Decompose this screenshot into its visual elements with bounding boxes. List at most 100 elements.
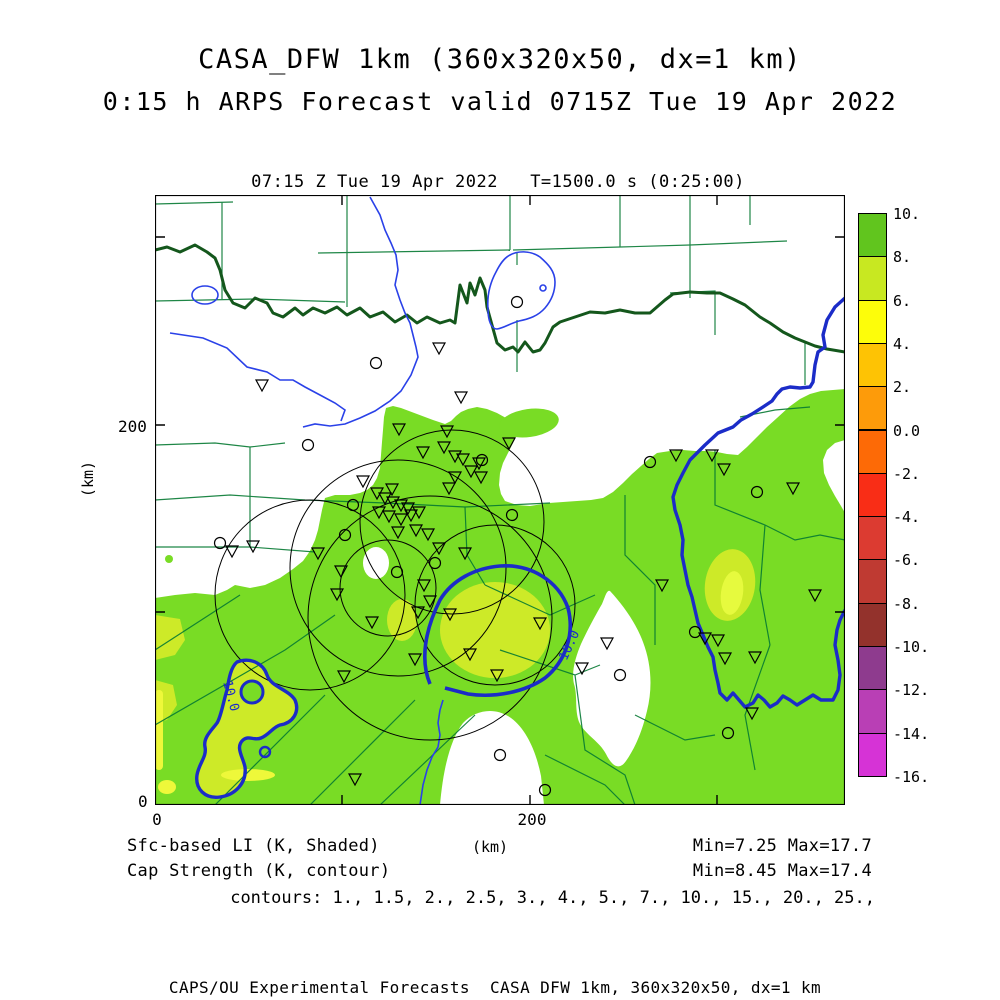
colorbar-band [858,213,887,258]
colorbar-band [858,386,887,431]
y-axis-tick-200: 200 [118,417,147,436]
station-triangle-marker [447,471,463,485]
station-triangle-marker [501,437,517,451]
page-title: CASA_DFW 1km (360x320x50, dx=1 km) [198,44,802,75]
contour-levels-list: contours: 1., 1.5, 2., 2.5, 3., 4., 5., … [230,888,875,908]
shaded-minmax: Min=7.25 Max=17.7 [692,836,872,856]
station-triangle-marker [442,608,458,622]
page-subtitle: 0:15 h ARPS Forecast valid 0715Z Tue 19 … [102,87,898,116]
colorbar-tick-label: -8. [893,594,921,613]
colorbar-band [858,646,887,691]
station-triangle-marker [333,565,349,579]
station-triangle-marker [463,465,479,479]
trinity-river [671,296,845,709]
colorbar-tick-label: -14. [893,724,930,743]
station-triangle-marker [716,463,732,477]
radar-range-rings [214,429,576,741]
y-axis-tick-0: 0 [138,792,148,811]
site-circle-marker [390,565,404,579]
county-boundaries [155,195,845,805]
station-triangle-marker [415,446,431,460]
site-circle-marker [643,455,657,469]
rivers [169,196,556,805]
site-circle-marker [213,536,227,550]
station-triangle-marker [411,506,427,520]
station-triangle-marker [371,506,387,520]
site-circle-marker [338,528,352,542]
station-triangle-marker [807,589,823,603]
station-triangle-marker [410,606,426,620]
li-shading [155,389,845,805]
site-circle-marker [688,625,702,639]
station-triangle-marker [347,773,363,787]
colorbar-tick-label: -10. [893,638,930,656]
station-triangle-marker [364,616,380,630]
state-boundary-red-river [155,243,845,354]
colorbar-tick-label: -4. [893,508,921,527]
station-triangle-marker [462,648,478,662]
station-triangle-marker [704,449,720,463]
station-triangle-marker [697,632,713,646]
station-triangle-marker [391,423,407,437]
colorbar-tick-label: -6. [893,551,921,570]
station-triangle-marker [390,526,406,540]
site-circle-marker [301,438,315,452]
station-triangle-marker [407,653,423,667]
colorbar-tick-label: 4. [893,334,912,353]
station-triangle-marker [744,707,760,721]
station-triangle-marker [654,579,670,593]
site-circle-marker [369,356,383,370]
station-triangle-marker [381,510,397,524]
station-triangle-marker [668,449,684,463]
site-circle-marker [510,295,524,309]
station-triangle-marker [431,542,447,556]
station-triangle-marker [224,545,240,559]
station-triangle-marker [355,475,371,489]
x-axis-tick-0: 0 [152,810,162,829]
site-circle-marker [538,783,552,797]
colorbar-band [858,472,887,518]
colorbar-band [858,342,887,388]
station-markers [213,295,823,797]
colorbar-tick-label: -12. [893,681,930,700]
station-triangle-marker [254,379,270,393]
cap-strength-contours [195,564,573,799]
station-triangle-marker [532,617,548,631]
colorbar-tick-label: 8. [893,248,912,267]
station-triangle-marker [489,669,505,683]
station-triangle-marker [420,528,436,542]
station-triangle-marker [245,540,261,554]
x-axis-tick-200: 200 [517,810,547,829]
colorbar-tick-label: 2. [893,378,912,397]
colorbar-band [858,689,887,734]
site-circle-marker [428,556,442,570]
station-triangle-marker [439,425,455,439]
station-triangle-marker [329,588,345,602]
station-triangle-marker [431,342,447,356]
station-triangle-marker [453,391,469,405]
station-triangle-marker [785,482,801,496]
station-triangle-marker [400,502,416,516]
site-circle-marker [505,508,519,522]
station-triangle-marker [710,634,726,648]
site-circle-marker [346,498,360,512]
colorbar-tick-label: -2. [893,464,921,483]
colorbar-band [858,256,887,301]
colorbar-tick-label: 10. [893,205,921,223]
map-border [154,194,846,806]
x-axis-label: (km) [471,838,509,856]
station-triangle-marker [747,651,763,665]
site-circle-marker [613,668,627,682]
station-triangle-marker [599,637,615,651]
station-triangle-marker [436,441,452,455]
station-triangle-marker [457,547,473,561]
contour-field-label: Cap Strength (K, contour) [127,861,391,881]
map-panel: 10.0 10.0 [154,194,846,809]
colorbar-band [858,516,887,561]
colorbar-band [858,299,887,344]
colorbar-band [858,429,887,474]
site-circle-marker [493,748,507,762]
station-triangle-marker [384,483,400,497]
site-circle-marker [721,726,735,740]
